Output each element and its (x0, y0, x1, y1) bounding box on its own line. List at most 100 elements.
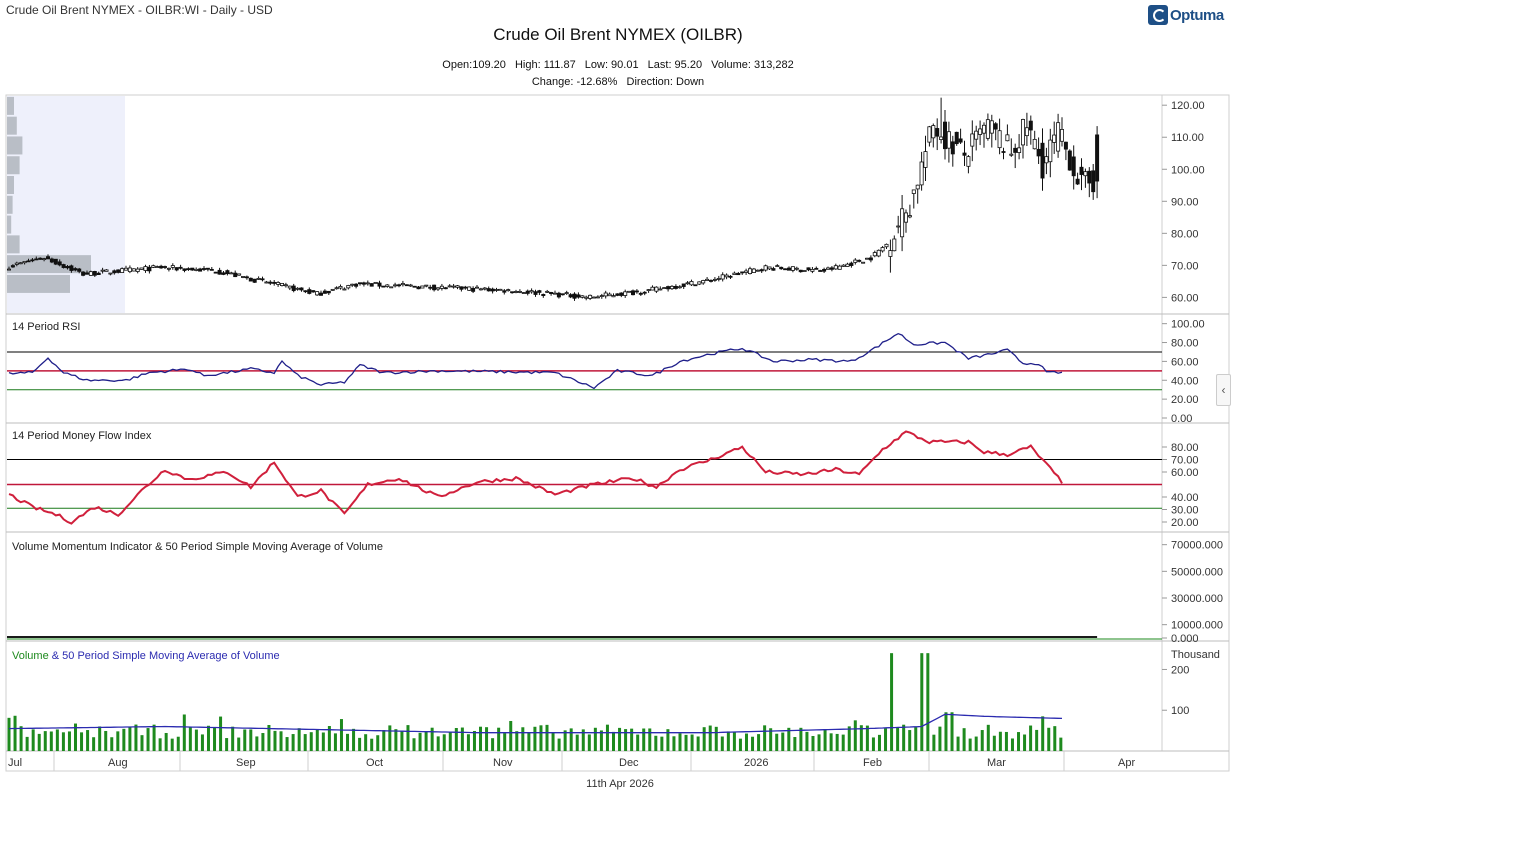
volume-bar[interactable] (267, 724, 271, 751)
candle-body[interactable] (139, 267, 144, 270)
candle-body[interactable] (818, 270, 823, 272)
candle-body[interactable] (213, 271, 218, 274)
candle-body[interactable] (209, 268, 214, 271)
candle-body[interactable] (299, 287, 304, 291)
candle-body[interactable] (162, 266, 167, 268)
candle-body[interactable] (720, 274, 725, 280)
candle-body[interactable] (420, 285, 425, 289)
candle-body[interactable] (30, 259, 35, 262)
volume-bar[interactable] (618, 727, 622, 751)
volume-bar[interactable] (992, 735, 996, 751)
volume-bar[interactable] (787, 727, 791, 751)
candle-body[interactable] (330, 288, 335, 291)
candle-body[interactable] (958, 138, 963, 143)
volume-bar[interactable] (25, 736, 29, 751)
candle-body[interactable] (1044, 156, 1049, 164)
candle-body[interactable] (127, 267, 132, 273)
candle-body[interactable] (369, 283, 374, 287)
candle-body[interactable] (954, 131, 959, 145)
candle-body[interactable] (510, 291, 515, 294)
volume-bar[interactable] (98, 726, 102, 751)
volume-bar[interactable] (376, 735, 380, 751)
candle-body[interactable] (654, 286, 659, 292)
volume-bar[interactable] (521, 727, 525, 751)
volume-bar[interactable] (412, 738, 416, 751)
candle-body[interactable] (545, 290, 550, 293)
volume-bar[interactable] (751, 736, 755, 751)
candle-body[interactable] (307, 289, 312, 294)
volume-bar[interactable] (442, 734, 446, 751)
candle-body[interactable] (689, 281, 694, 286)
candle-body[interactable] (662, 287, 667, 290)
volume-bar[interactable] (231, 726, 235, 751)
volume-bar[interactable] (1023, 734, 1027, 751)
volume-bar[interactable] (73, 723, 77, 751)
volume-bar[interactable] (1035, 729, 1039, 751)
candle-body[interactable] (69, 265, 74, 271)
volume-bar[interactable] (394, 729, 398, 751)
volume-bar[interactable] (847, 726, 851, 751)
volume-bar[interactable] (80, 732, 84, 751)
volume-bar[interactable] (1029, 725, 1033, 751)
volume-bar[interactable] (128, 726, 132, 751)
candle-body[interactable] (1028, 120, 1033, 131)
volume-bar[interactable] (152, 724, 156, 751)
candle-body[interactable] (623, 291, 628, 296)
candle-body[interactable] (978, 128, 983, 135)
indicator-line[interactable] (8, 430, 1063, 525)
candle-body[interactable] (268, 281, 273, 284)
candle-body[interactable] (603, 292, 608, 297)
candle-body[interactable] (494, 289, 499, 291)
candle-body[interactable] (631, 290, 636, 296)
volume-bar[interactable] (624, 729, 628, 751)
volume-bar[interactable] (206, 725, 210, 751)
volume-bar[interactable] (255, 736, 259, 751)
candle-body[interactable] (416, 286, 421, 290)
candle-body[interactable] (463, 286, 468, 289)
candle-body[interactable] (459, 286, 464, 290)
volume-bar[interactable] (346, 733, 350, 751)
volume-bar[interactable] (1010, 738, 1014, 751)
candle-body[interactable] (354, 283, 359, 287)
candle-body[interactable] (92, 271, 97, 276)
candle-body[interactable] (712, 278, 717, 281)
candle-body[interactable] (467, 286, 472, 291)
volume-bar[interactable] (249, 729, 253, 751)
volume-bar[interactable] (273, 730, 277, 751)
volume-bar[interactable] (315, 729, 319, 751)
volume-bar[interactable] (950, 712, 954, 751)
candle-body[interactable] (170, 265, 175, 268)
candle-body[interactable] (896, 225, 901, 228)
candle-body[interactable] (400, 283, 405, 286)
candle-body[interactable] (178, 266, 183, 269)
volume-bar[interactable] (896, 727, 900, 751)
candle-body[interactable] (568, 294, 573, 298)
volume-bar[interactable] (738, 738, 742, 751)
indicator-line[interactable] (8, 332, 1063, 390)
candle-body[interactable] (845, 263, 850, 267)
candle-body[interactable] (787, 267, 792, 271)
candle-body[interactable] (857, 259, 862, 262)
candle-body[interactable] (1021, 119, 1026, 146)
candle-body[interactable] (779, 266, 784, 270)
candle-body[interactable] (615, 293, 620, 296)
candle-body[interactable] (428, 286, 433, 289)
candle-body[interactable] (1060, 129, 1065, 142)
volume-bar[interactable] (515, 731, 519, 751)
volume-bar[interactable] (509, 720, 513, 751)
candle-body[interactable] (923, 151, 928, 168)
volume-bar[interactable] (636, 734, 640, 751)
candle-body[interactable] (381, 285, 386, 288)
volume-bar[interactable] (188, 727, 192, 751)
volume-bar[interactable] (732, 731, 736, 751)
candle-body[interactable] (506, 289, 511, 292)
candle-body[interactable] (38, 257, 43, 260)
candle-body[interactable] (159, 265, 164, 269)
candle-body[interactable] (385, 284, 390, 287)
candle-body[interactable] (147, 266, 152, 272)
candle-body[interactable] (884, 243, 889, 248)
candle-body[interactable] (1052, 134, 1057, 143)
candle-body[interactable] (135, 268, 140, 272)
candle-body[interactable] (989, 120, 994, 134)
candle-body[interactable] (49, 258, 54, 263)
